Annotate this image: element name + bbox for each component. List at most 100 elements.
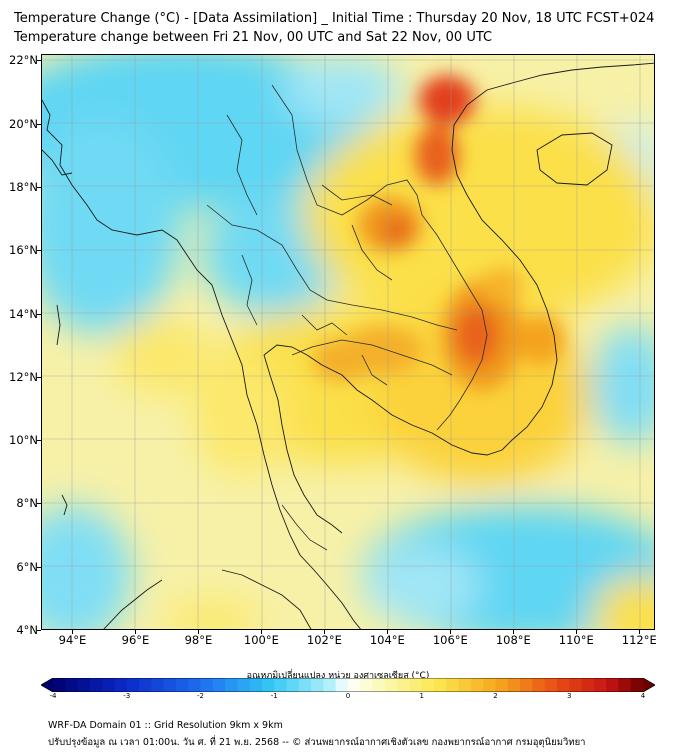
- lat-tick-label: 6°N: [16, 559, 38, 574]
- colorbar-segment: [311, 678, 324, 692]
- lon-tick-label: 98°E: [184, 633, 213, 647]
- colorbar-segment: [544, 678, 558, 692]
- colorbar-segment: [212, 678, 226, 692]
- chart-title: Temperature Change (°C) - [Data Assimila…: [14, 11, 655, 26]
- colorbar-segment: [274, 678, 288, 692]
- lon-tick-mark: [450, 630, 452, 634]
- colorbar-segment: [348, 678, 361, 692]
- lon-tick-label: 108°E: [495, 633, 531, 647]
- lon-tick-label: 112°E: [621, 633, 657, 647]
- lat-tick-mark: [37, 503, 41, 505]
- colorbar-tick-label: -1: [270, 692, 278, 700]
- colorbar-segment: [261, 678, 275, 692]
- lon-tick-label: 106°E: [432, 633, 468, 647]
- lat-tick-label: 18°N: [9, 179, 38, 194]
- colorbar-max-arrow: [643, 678, 655, 692]
- colorbar-segment: [102, 678, 115, 692]
- lon-tick-mark: [387, 630, 389, 634]
- lat-tick-label: 8°N: [16, 496, 38, 511]
- colorbar-segment: [163, 678, 177, 692]
- colorbar-segment: [470, 678, 484, 692]
- colorbar-segment: [372, 678, 386, 692]
- lon-tick-mark: [576, 630, 578, 634]
- colorbar-segment: [446, 678, 460, 692]
- colorbar-segment: [77, 678, 91, 692]
- colorbar-tick-label: -2: [197, 692, 204, 700]
- colorbar-segment: [175, 678, 189, 692]
- colorbar-tick-label: 3: [567, 692, 572, 700]
- lat-tick-mark: [37, 60, 41, 62]
- lon-tick-mark: [261, 630, 263, 634]
- colorbar-segment: [606, 678, 619, 692]
- colorbar-tick-label: 1: [419, 692, 424, 700]
- chart-subtitle: Temperature change between Fri 21 Nov, 0…: [14, 30, 493, 45]
- lat-tick-mark: [37, 630, 41, 631]
- lat-tick-label: 12°N: [9, 369, 38, 384]
- colorbar-segment: [286, 678, 300, 692]
- colorbar-segment: [569, 678, 583, 692]
- colorbar-tick-label: 0: [345, 692, 351, 700]
- lat-tick-label: 22°N: [9, 53, 38, 68]
- lon-tick-mark: [72, 630, 74, 634]
- hot-spots: [312, 75, 564, 390]
- lat-tick-label: 14°N: [9, 306, 38, 321]
- country-borders: [206, 84, 488, 551]
- lon-tick-mark: [324, 630, 326, 634]
- colorbar-segment: [483, 678, 496, 692]
- lat-tick-label: 20°N: [9, 116, 38, 131]
- lon-tick-mark: [135, 630, 137, 634]
- lon-tick-mark: [639, 630, 641, 634]
- coastlines: [42, 62, 654, 629]
- colorbar-tick-label: 2: [493, 692, 498, 700]
- colorbar-segment: [409, 678, 423, 692]
- colorbar-segment: [139, 678, 152, 692]
- colorbar-segment: [630, 678, 644, 692]
- colorbar-segment: [397, 678, 410, 692]
- lon-tick-mark: [513, 630, 515, 634]
- lat-tick-label: 16°N: [9, 243, 38, 258]
- colorbar-segment: [434, 678, 447, 692]
- footer-credit: ปรับปรุงข้อมูล ณ เวลา 01:00น. วัน ศ. ที่…: [48, 737, 586, 748]
- colorbar-segment: [53, 678, 66, 692]
- map-panel: [41, 54, 655, 630]
- colorbar-segment: [126, 678, 140, 692]
- colorbar-segment: [298, 678, 312, 692]
- colorbar-tick-label: -4: [49, 692, 57, 700]
- lon-tick-label: 102°E: [306, 633, 342, 647]
- colorbar-segment: [384, 678, 398, 692]
- colorbar-segment: [335, 678, 349, 692]
- colorbar-segment: [421, 678, 435, 692]
- lat-tick-mark: [37, 376, 41, 378]
- lat-tick-mark: [37, 566, 41, 568]
- colorbar-segment: [249, 678, 263, 692]
- colorbar-segment: [237, 678, 251, 692]
- colorbar-segment: [458, 678, 472, 692]
- lon-tick-label: 100°E: [243, 633, 279, 647]
- grid-lines: [42, 55, 654, 629]
- lat-tick-mark: [37, 313, 41, 315]
- colorbar-segment: [532, 678, 546, 692]
- colorbar-segment: [360, 678, 374, 692]
- lat-tick-label: 4°N: [16, 623, 38, 637]
- colorbar-tick-label: 4: [640, 692, 646, 700]
- lon-tick-label: 110°E: [558, 633, 594, 647]
- colorbar-segment: [593, 678, 607, 692]
- colorbar-segment: [556, 678, 570, 692]
- colorbar-segment: [618, 678, 632, 692]
- colorbar-segment: [495, 678, 509, 692]
- colorbar-segment: [581, 678, 595, 692]
- colorbar-segment: [323, 678, 337, 692]
- temperature-change-map: [42, 55, 654, 629]
- colorbar-segment: [200, 678, 214, 692]
- lon-tick-label: 94°E: [58, 633, 87, 647]
- colorbar-min-arrow: [41, 678, 53, 692]
- colorbar-segment: [151, 678, 165, 692]
- colorbar-segment: [507, 678, 521, 692]
- temperature-field: [42, 55, 654, 629]
- lat-tick-mark: [37, 250, 41, 252]
- lat-tick-label: 10°N: [9, 433, 38, 448]
- footer-model-info: WRF-DA Domain 01 :: Grid Resolution 9km …: [48, 720, 283, 731]
- colorbar-segment: [89, 678, 103, 692]
- colorbar-segment: [188, 678, 201, 692]
- lat-tick-mark: [37, 123, 41, 125]
